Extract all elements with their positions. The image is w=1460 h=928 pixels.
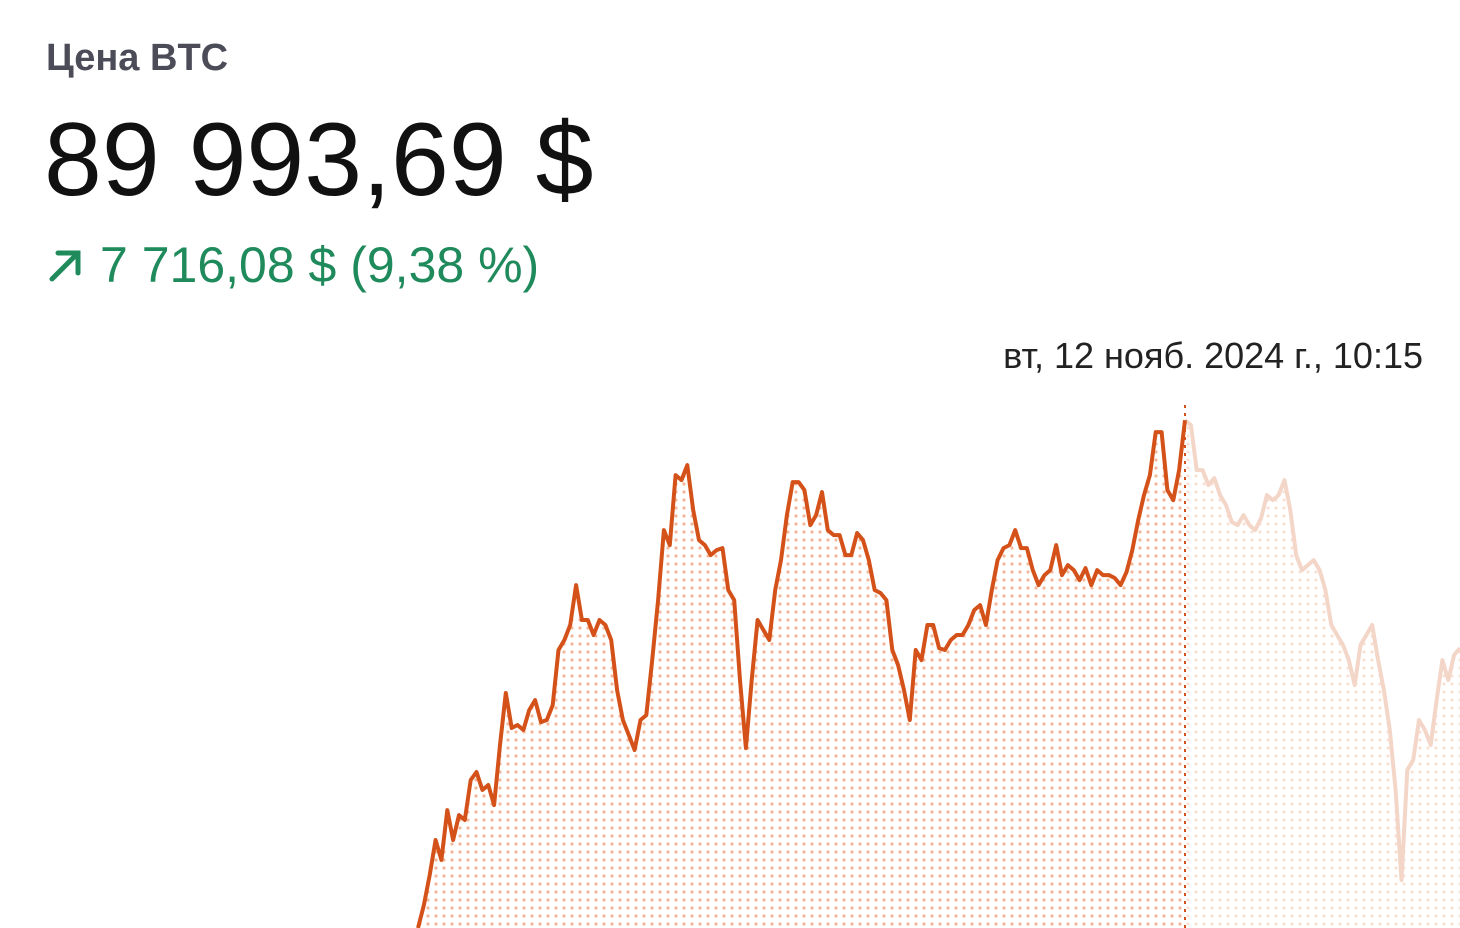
current-price: 89 993,69 $ [44,102,593,218]
chart [416,405,1460,928]
price-change: 7 716,08 $ (9,38 %) [100,237,539,293]
area-fill-future [1185,420,1460,928]
area-fill [418,420,1185,928]
asset-title: Цена BTC [46,37,228,79]
hover-date: вт, 12 нояб. 2024 г., 10:15 [1003,335,1423,376]
price-line-future [1183,418,1460,882]
price-line [416,419,1187,928]
trend-arrow [49,250,81,282]
